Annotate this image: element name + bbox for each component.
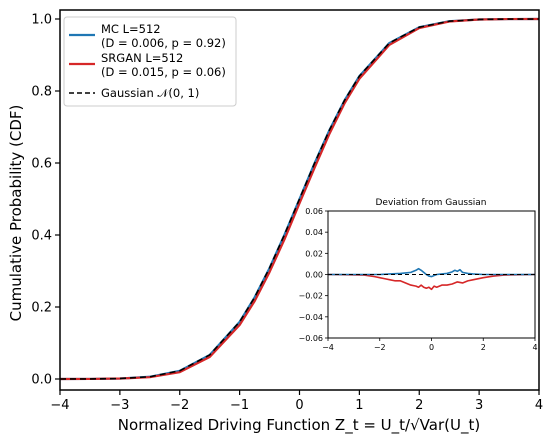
y-tick-label: 0.2 xyxy=(31,301,52,316)
legend-label: Gaussian 𝒩(0, 1) xyxy=(101,86,199,100)
inset-y-tick-label: −0.04 xyxy=(298,313,323,322)
series-line-3 xyxy=(59,18,540,380)
inset-x-tick-label: 4 xyxy=(532,343,537,352)
legend-sublabel: (D = 0.015, p = 0.06) xyxy=(101,65,226,79)
y-tick-label: 0.0 xyxy=(31,373,52,388)
x-tick-label: 3 xyxy=(475,398,483,413)
legend-label: MC L=512 xyxy=(101,22,161,36)
main-plot-frame xyxy=(59,9,540,391)
legend-label: SRGAN L=512 xyxy=(101,51,183,65)
x-tick-label: −1 xyxy=(230,398,249,413)
y-tick-label: 0.6 xyxy=(31,157,52,172)
inset-axis-ticks: −4 −2 0 2 4 −0.06 −0.04 −0.02 0.00 0.02 0.04 0.06 xyxy=(298,207,537,352)
inset-x-tick-label: 2 xyxy=(481,343,486,352)
x-tick-label: −3 xyxy=(110,398,129,413)
inset-x-tick-label: 0 xyxy=(429,343,434,352)
inset-y-tick-label: 0.04 xyxy=(305,228,323,237)
inset-series-line-2 xyxy=(327,273,536,291)
inset-deviation-chart: −4 −2 0 2 4 −0.06 −0.04 −0.02 0.00 0.02 0.04 0.06 D… xyxy=(298,198,537,352)
x-tick-label: −2 xyxy=(170,398,189,413)
inset-y-tick-label: 0.02 xyxy=(305,249,323,258)
inset-y-tick-label: −0.02 xyxy=(298,292,323,301)
main-plot-series xyxy=(59,17,540,381)
inset-title: Deviation from Gaussian xyxy=(375,198,486,208)
inset-series-line-1 xyxy=(328,267,535,278)
main-axis-ticks: −4 −3 −2 −1 0 1 2 3 4 0.0 0.2 0.4 0.6 0.8 1.0 xyxy=(31,13,543,414)
legend: MC L=512(D = 0.006, p = 0.92)SRGAN L=512… xyxy=(63,16,237,107)
x-tick-label: 0 xyxy=(295,398,303,413)
inset-plot-series xyxy=(327,267,536,291)
inset-y-tick-label: 0.00 xyxy=(305,271,323,280)
inset-x-tick-label: −2 xyxy=(374,343,386,352)
x-tick-label: 1 xyxy=(355,398,363,413)
inset-x-tick-label: −4 xyxy=(322,343,334,352)
y-tick-label: 0.8 xyxy=(31,85,52,100)
x-tick-label: 2 xyxy=(415,398,423,413)
legend-sublabel: (D = 0.006, p = 0.92) xyxy=(101,36,226,50)
legend-box xyxy=(63,16,237,107)
inset-plot-frame xyxy=(327,210,536,339)
inset-y-tick-label: −0.06 xyxy=(298,334,323,343)
x-axis-label: Normalized Driving Function Z_t = U_t/√V… xyxy=(118,416,480,435)
x-tick-label: 4 xyxy=(535,398,543,413)
x-tick-label: −4 xyxy=(50,398,69,413)
y-tick-label: 1.0 xyxy=(31,13,52,28)
inset-y-tick-label: 0.06 xyxy=(305,207,323,216)
y-tick-label: 0.4 xyxy=(31,229,52,244)
y-axis-label: Cumulative Probability (CDF) xyxy=(7,105,25,322)
